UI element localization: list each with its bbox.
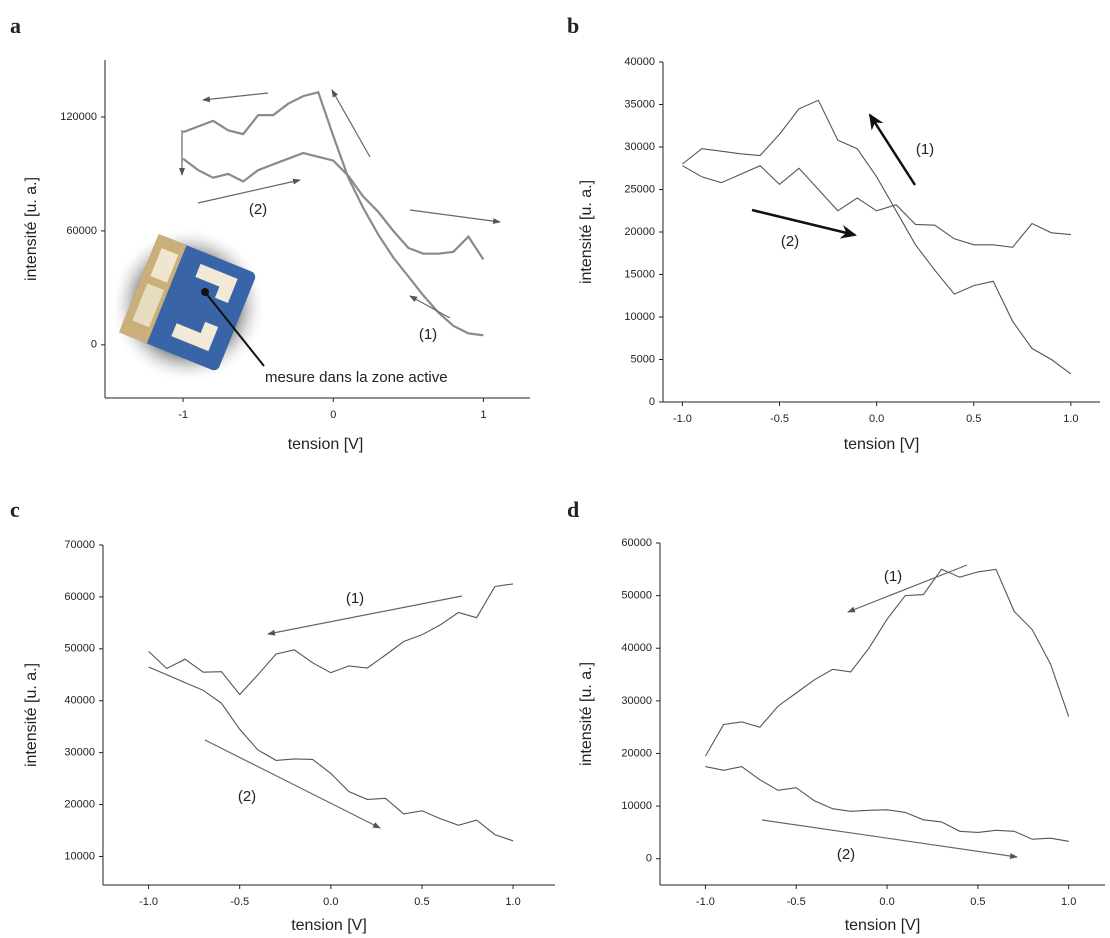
y-tick-label: 0	[649, 396, 655, 408]
y-axis-label: intensité [u. a.]	[578, 180, 595, 284]
direction-arrow	[197, 178, 301, 204]
y-tick-label: 0	[91, 339, 97, 351]
annotation: mesure dans la zone active	[265, 369, 448, 386]
data-line	[682, 165, 1071, 248]
panel-letter: c	[10, 497, 20, 522]
data-line	[705, 766, 1069, 842]
direction-arrow	[751, 208, 857, 239]
y-tick-label: 20000	[621, 747, 652, 759]
y-tick-label: 10000	[621, 800, 652, 812]
curve-label: (1)	[916, 141, 934, 158]
y-tick-label: 50000	[621, 590, 652, 602]
x-tick-label: -1.0	[673, 413, 692, 425]
x-tick-label: -1.0	[696, 896, 715, 908]
panel-letter: d	[567, 497, 579, 522]
data-line	[704, 568, 1070, 757]
y-tick-label: 30000	[64, 747, 95, 759]
x-tick-label: -1	[178, 409, 188, 421]
x-tick-label: 0	[330, 409, 336, 421]
curve-label: (1)	[346, 590, 364, 607]
y-tick-label: 10000	[64, 850, 95, 862]
x-tick-label: 1.0	[505, 896, 520, 908]
x-tick-label: -0.5	[230, 896, 249, 908]
direction-arrow	[868, 113, 917, 186]
x-tick-label: 0.0	[879, 896, 894, 908]
y-tick-label: 35000	[624, 98, 655, 110]
y-tick-label: 40000	[624, 56, 655, 68]
y-tick-label: 60000	[621, 537, 652, 549]
y-tick-label: 50000	[64, 643, 95, 655]
y-tick-label: 30000	[624, 141, 655, 153]
direction-arrow	[409, 295, 451, 319]
panel-letter: a	[10, 13, 21, 38]
y-tick-label: 15000	[624, 268, 655, 280]
x-tick-label: -0.5	[770, 413, 789, 425]
y-tick-label: 30000	[621, 695, 652, 707]
y-axis-label: intensité [u. a.]	[23, 177, 40, 281]
y-tick-label: 5000	[631, 353, 655, 365]
direction-arrow	[761, 819, 1018, 859]
y-tick-label: 20000	[624, 226, 655, 238]
x-tick-label: 0.0	[323, 896, 338, 908]
direction-arrow	[847, 564, 968, 613]
x-tick-label: 1	[480, 409, 486, 421]
y-tick-label: 60000	[66, 225, 97, 237]
x-tick-label: 0.5	[970, 896, 985, 908]
curve-label: (2)	[781, 233, 799, 250]
curve-label: (2)	[249, 201, 267, 218]
y-tick-label: 25000	[624, 183, 655, 195]
direction-arrow	[267, 595, 463, 636]
x-tick-label: 1.0	[1063, 413, 1078, 425]
x-tick-label: 0.5	[414, 896, 429, 908]
y-tick-label: 0	[646, 853, 652, 865]
x-axis-label: tension [V]	[845, 917, 921, 934]
panel-letter: b	[567, 13, 579, 38]
x-tick-label: -0.5	[787, 896, 806, 908]
curve-label: (1)	[884, 568, 902, 585]
data-line	[682, 99, 1072, 375]
data-line	[148, 666, 514, 842]
direction-arrow	[204, 739, 381, 829]
x-tick-label: 1.0	[1061, 896, 1076, 908]
x-tick-label: -1.0	[139, 896, 158, 908]
x-axis-label: tension [V]	[844, 436, 920, 453]
curve-label: (1)	[419, 326, 437, 343]
curve-label: (2)	[837, 846, 855, 863]
y-axis-label: intensité [u. a.]	[23, 663, 40, 767]
y-tick-label: 70000	[64, 539, 95, 551]
y-tick-label: 40000	[64, 695, 95, 707]
data-line	[148, 583, 514, 696]
y-tick-label: 10000	[624, 311, 655, 323]
y-tick-label: 60000	[64, 591, 95, 603]
x-tick-label: 0.0	[869, 413, 884, 425]
device-inset	[110, 227, 266, 383]
x-tick-label: 0.5	[966, 413, 981, 425]
direction-arrow	[202, 92, 269, 103]
x-axis-label: tension [V]	[291, 917, 367, 934]
direction-arrow	[331, 89, 371, 158]
y-tick-label: 40000	[621, 642, 652, 654]
direction-arrow	[409, 209, 501, 225]
x-axis-label: tension [V]	[288, 436, 364, 453]
y-axis-label: intensité [u. a.]	[578, 662, 595, 766]
data-line	[182, 90, 484, 337]
curve-label: (2)	[238, 788, 256, 805]
y-tick-label: 20000	[64, 798, 95, 810]
data-line	[182, 151, 485, 261]
y-tick-label: 120000	[60, 111, 97, 123]
